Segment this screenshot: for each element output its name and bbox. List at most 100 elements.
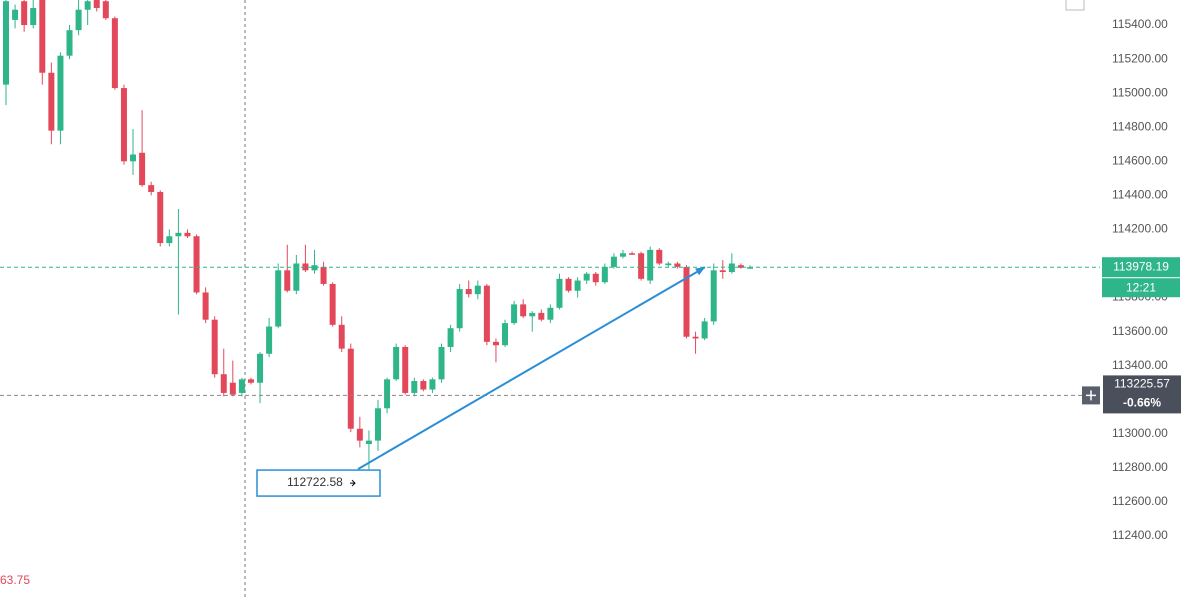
- candle-body: [175, 232, 182, 237]
- candle-body: [148, 185, 155, 192]
- candle-body: [483, 285, 490, 342]
- candle-body: [583, 273, 590, 281]
- candle-body: [102, 1, 109, 19]
- candle-body: [139, 152, 146, 186]
- candle-body: [356, 428, 363, 441]
- low-annotation-box: [256, 469, 381, 497]
- candle-body: [492, 341, 499, 346]
- candle-body: [692, 336, 699, 339]
- panel-icon[interactable]: [1065, 0, 1085, 11]
- candle-body: [130, 154, 137, 162]
- candle-body: [511, 304, 518, 324]
- candle-body: [665, 263, 672, 266]
- candle-body: [21, 1, 28, 26]
- y-tick-label: 112600.00: [1112, 494, 1168, 508]
- candle-body: [737, 265, 744, 268]
- y-tick-label: 114600.00: [1112, 153, 1168, 167]
- candle-body: [338, 324, 345, 349]
- candle-body: [257, 353, 264, 383]
- candle-body: [556, 278, 563, 308]
- candle-body: [229, 382, 236, 395]
- y-tick-label: 114400.00: [1112, 188, 1168, 202]
- candle-body: [465, 289, 472, 295]
- candle-body: [329, 283, 336, 325]
- candle-body: [420, 381, 427, 390]
- trend-arrow-head: [695, 267, 705, 276]
- reference-price-label: 113225.57: [1114, 377, 1170, 391]
- y-tick-label: 114200.00: [1112, 222, 1168, 236]
- candle-body: [193, 236, 200, 293]
- candle-body: [39, 0, 46, 73]
- candle-body: [592, 273, 599, 283]
- candle-body: [57, 55, 64, 131]
- candle-body: [456, 289, 463, 329]
- candle-body: [601, 266, 608, 283]
- candle-body: [728, 263, 735, 273]
- candle-body: [75, 9, 82, 31]
- add-icon: [1086, 390, 1096, 401]
- candle-body: [747, 267, 753, 269]
- low-annotation-arrow: [350, 479, 356, 487]
- candle-body: [547, 307, 554, 320]
- candle-body: [293, 263, 300, 291]
- candle-body: [275, 270, 282, 327]
- candle-body: [629, 253, 636, 255]
- candle-body: [93, 0, 100, 9]
- candle-body: [365, 440, 372, 445]
- candle-body: [610, 256, 617, 267]
- y-tick-label: 113000.00: [1112, 426, 1168, 440]
- candle-body: [375, 408, 381, 441]
- candle-body: [384, 379, 391, 409]
- candle-body: [220, 374, 227, 393]
- candle-body: [719, 270, 726, 273]
- last-price-label: 113978.19: [1113, 259, 1169, 273]
- candle-body: [166, 236, 173, 244]
- candle-body: [411, 381, 418, 393]
- candle-body: [710, 270, 717, 322]
- countdown-tag: [1102, 278, 1180, 298]
- candle-body: [619, 253, 626, 257]
- corner-label: 63.75: [0, 573, 30, 587]
- candle-body: [574, 280, 581, 291]
- candle-body: [347, 348, 354, 429]
- y-tick-label: 115400.00: [1112, 17, 1168, 31]
- candle-body: [3, 1, 9, 85]
- low-annotation-label: 112722.58: [287, 475, 343, 489]
- candle-body: [393, 346, 400, 380]
- trend-arrow: [357, 266, 706, 470]
- reference-change-label: -0.66%: [1123, 396, 1161, 410]
- candle-body: [402, 346, 409, 393]
- y-tick-label: 115200.00: [1112, 51, 1168, 65]
- candle-body: [238, 379, 245, 393]
- candle-body: [211, 319, 218, 375]
- reference-tag: [1103, 375, 1181, 414]
- candle-body: [66, 30, 73, 56]
- candle-body: [202, 292, 209, 320]
- y-tick-label: 112800.00: [1112, 460, 1168, 474]
- candle-body: [647, 249, 654, 281]
- candle-body: [48, 72, 55, 131]
- candle-body: [520, 304, 527, 317]
- candle-body: [247, 379, 254, 383]
- candle-body: [701, 321, 708, 339]
- candle-body: [302, 263, 309, 271]
- candle-body: [320, 266, 327, 284]
- candle-body: [12, 9, 19, 20]
- candle-body: [538, 312, 545, 320]
- candle-body: [656, 249, 663, 264]
- candle-body: [157, 191, 164, 244]
- candle-body: [474, 285, 481, 295]
- candle-body: [502, 323, 509, 346]
- candle-body: [266, 326, 273, 354]
- countdown-label: 12:21: [1126, 280, 1156, 294]
- candle-body: [447, 328, 454, 347]
- candle-body: [111, 18, 118, 89]
- candle-body: [683, 266, 690, 337]
- candle-body: [565, 278, 572, 291]
- y-tick-label: 113600.00: [1112, 324, 1168, 338]
- y-tick-label: 114800.00: [1112, 119, 1168, 133]
- candle-body: [184, 232, 191, 237]
- y-tick-label: 112400.00: [1112, 528, 1168, 542]
- candle-body: [638, 253, 645, 279]
